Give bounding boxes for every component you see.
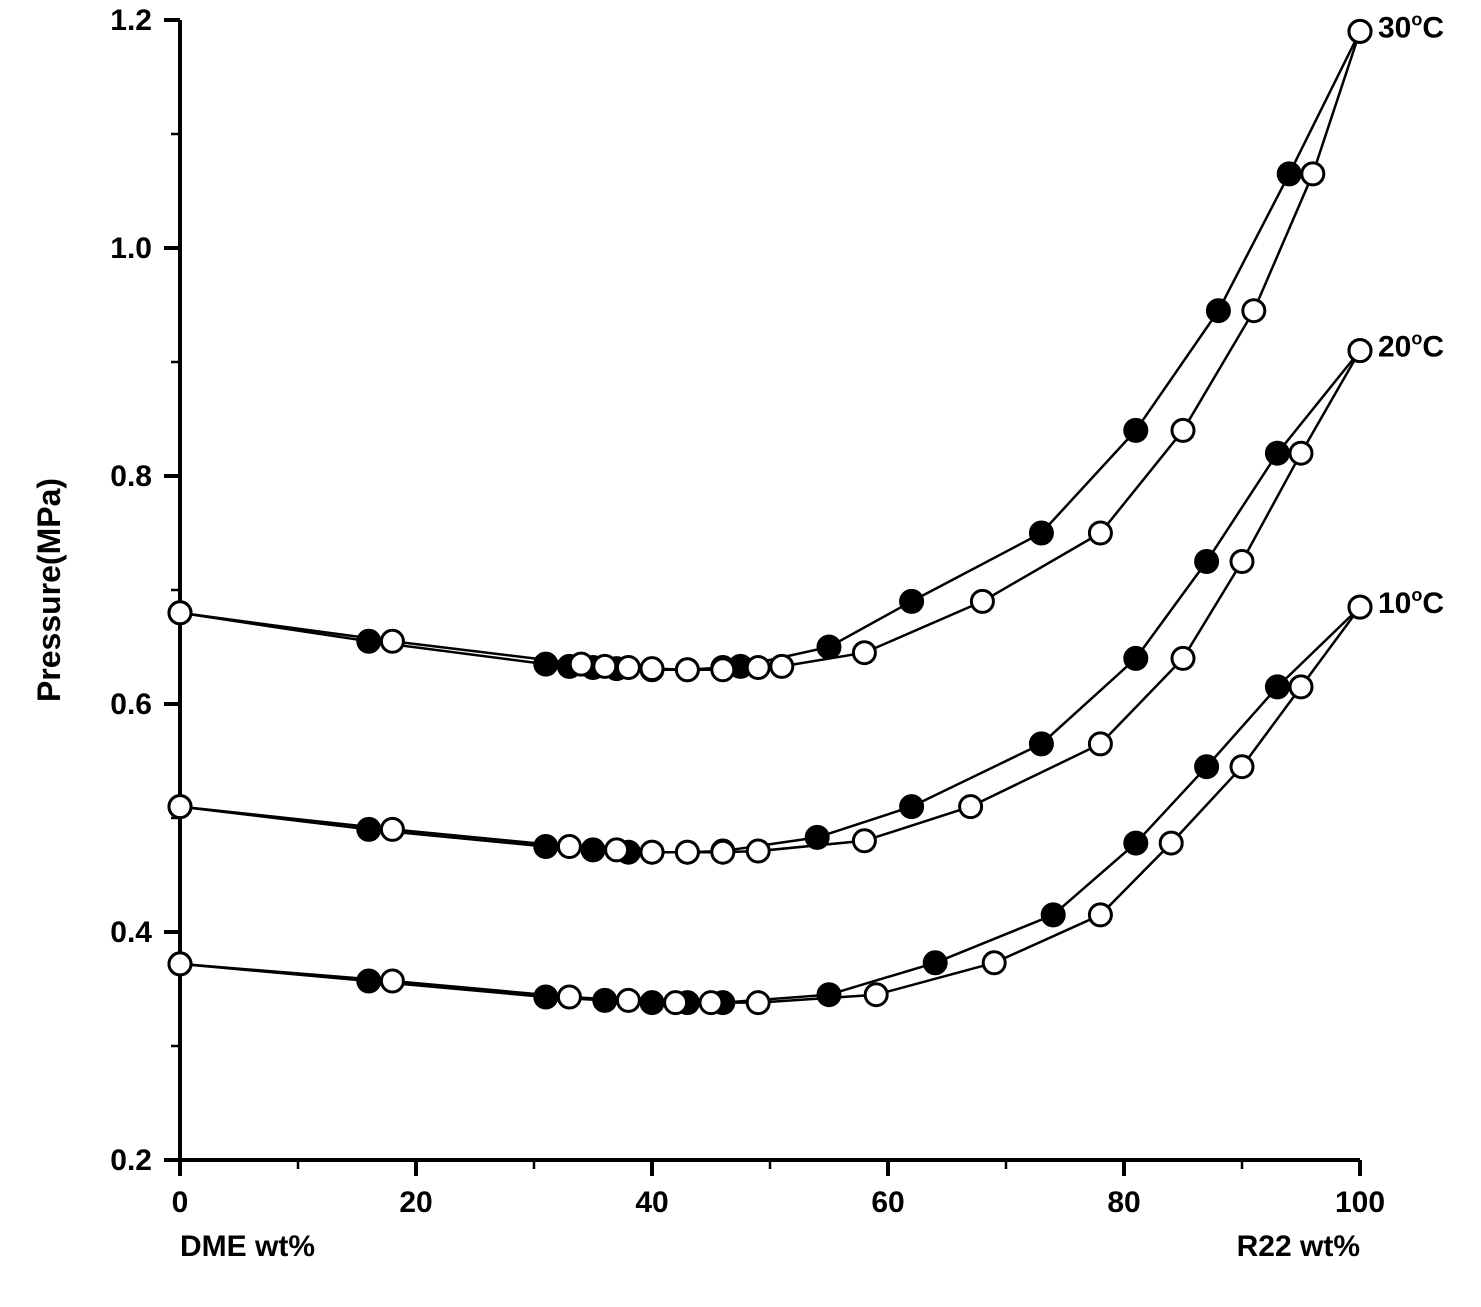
data-point: [535, 836, 557, 858]
data-point: [1266, 442, 1288, 464]
data-point: [806, 826, 828, 848]
data-point: [1030, 522, 1052, 544]
data-point: [1125, 419, 1147, 441]
series-label: 30oC: [1378, 9, 1444, 44]
data-point: [641, 658, 663, 680]
data-point: [1266, 676, 1288, 698]
data-point: [1030, 733, 1052, 755]
data-point: [1349, 340, 1371, 362]
data-point: [1290, 442, 1312, 464]
data-point: [712, 841, 734, 863]
x-tick-label: 20: [399, 1186, 432, 1219]
x-tick-label: 100: [1335, 1186, 1385, 1219]
data-point: [381, 630, 403, 652]
data-point: [1207, 300, 1229, 322]
pressure-composition-chart: 0 20 40 60 80 100 0.2 0.4 0.6 0.8 1.0 1.2 Pressure(M…: [0, 0, 1481, 1307]
y-tick-label: 0.2: [110, 1144, 152, 1177]
data-point: [901, 590, 923, 612]
data-point: [853, 642, 875, 664]
y-tick-label: 0.6: [110, 688, 152, 721]
data-point: [818, 984, 840, 1006]
data-point: [747, 657, 769, 679]
data-point: [169, 602, 191, 624]
data-point: [1089, 733, 1111, 755]
data-point: [1042, 904, 1064, 926]
data-point: [535, 986, 557, 1008]
data-point: [853, 830, 875, 852]
data-point: [676, 659, 698, 681]
data-point: [771, 655, 793, 677]
data-point: [901, 796, 923, 818]
data-point: [1089, 904, 1111, 926]
data-point: [1278, 163, 1300, 185]
x-axis-label-right: R22 wt%: [1237, 1230, 1360, 1263]
data-point: [606, 839, 628, 861]
data-point: [358, 970, 380, 992]
data-point: [558, 986, 580, 1008]
y-tick-label: 1.2: [110, 4, 152, 37]
series-label: 10oC: [1378, 585, 1444, 620]
data-point: [381, 970, 403, 992]
data-point: [169, 796, 191, 818]
data-point: [594, 655, 616, 677]
data-point: [582, 839, 604, 861]
data-point: [570, 653, 592, 675]
data-point: [747, 992, 769, 1014]
data-point: [1160, 832, 1182, 854]
x-tick-label: 40: [635, 1186, 668, 1219]
data-point: [1196, 551, 1218, 573]
data-point: [1231, 756, 1253, 778]
data-point: [1125, 647, 1147, 669]
y-tick-label: 1.0: [110, 232, 152, 265]
data-point: [1125, 832, 1147, 854]
data-point: [358, 630, 380, 652]
x-tick-label: 80: [1107, 1186, 1140, 1219]
data-point: [641, 992, 663, 1014]
data-point: [358, 818, 380, 840]
data-point: [818, 636, 840, 658]
data-point: [983, 952, 1005, 974]
data-point: [1302, 163, 1324, 185]
data-point: [381, 818, 403, 840]
data-point: [594, 989, 616, 1011]
data-point: [1172, 647, 1194, 669]
data-point: [676, 841, 698, 863]
data-point: [1349, 20, 1371, 42]
x-tick-label: 0: [172, 1186, 189, 1219]
data-point: [1089, 522, 1111, 544]
x-tick-label: 60: [871, 1186, 904, 1219]
data-point: [617, 989, 639, 1011]
data-point: [1231, 551, 1253, 573]
data-point: [747, 840, 769, 862]
x-axis-label-left: DME wt%: [180, 1230, 315, 1263]
data-point: [960, 796, 982, 818]
series-label: 20oC: [1378, 329, 1444, 364]
data-point: [865, 984, 887, 1006]
data-point: [1243, 300, 1265, 322]
data-point: [1172, 419, 1194, 441]
data-point: [1349, 596, 1371, 618]
data-point: [712, 659, 734, 681]
data-point: [558, 836, 580, 858]
y-tick-label: 0.4: [110, 916, 152, 949]
data-point: [1290, 676, 1312, 698]
data-point: [535, 653, 557, 675]
data-point: [641, 841, 663, 863]
y-tick-label: 0.8: [110, 460, 152, 493]
data-point: [169, 953, 191, 975]
chart-svg: 0 20 40 60 80 100 0.2 0.4 0.6 0.8 1.0 1.2 Pressure(M…: [0, 0, 1481, 1307]
data-point: [924, 952, 946, 974]
data-point: [1196, 756, 1218, 778]
data-point: [665, 992, 687, 1014]
data-point: [700, 992, 722, 1014]
y-axis-label: Pressure(MPa): [31, 478, 67, 702]
data-point: [971, 590, 993, 612]
data-point: [617, 657, 639, 679]
